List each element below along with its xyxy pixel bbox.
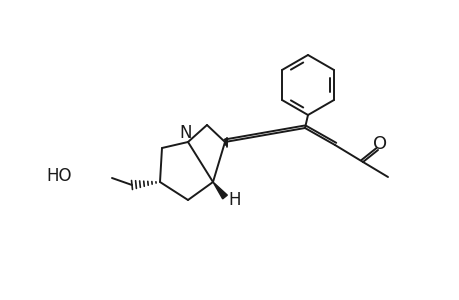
Text: N: N [179, 124, 192, 142]
Text: H: H [228, 191, 240, 209]
Text: HO: HO [46, 167, 72, 185]
Text: O: O [372, 135, 386, 153]
Polygon shape [213, 182, 227, 199]
